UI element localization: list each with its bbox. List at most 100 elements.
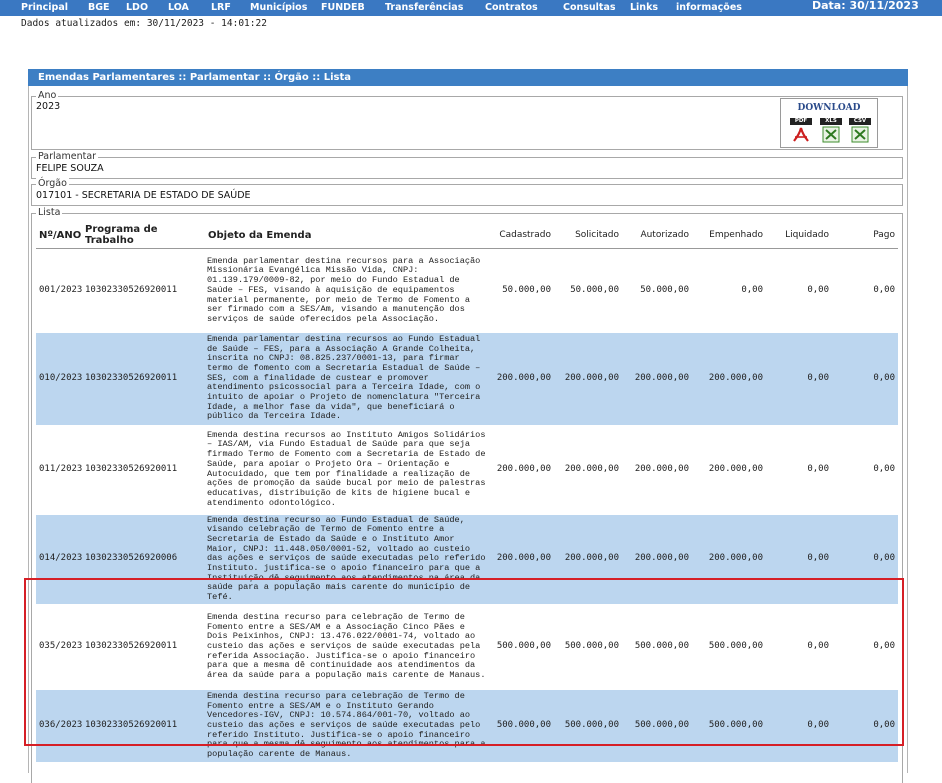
xls-label: XLS bbox=[820, 118, 842, 125]
cell-objeto: Emenda destina recurso para celebração d… bbox=[207, 611, 486, 681]
parlamentar-fieldset: Parlamentar FELIPE SOUZA bbox=[31, 151, 903, 179]
xls-icon bbox=[822, 126, 840, 143]
nav-ldo[interactable]: LDO bbox=[126, 2, 149, 13]
cell-liquidado: 0,00 bbox=[766, 514, 832, 604]
nav-fundeb[interactable]: FUNDEB bbox=[321, 2, 365, 13]
cell-objeto: Emenda parlamentar destina recursos para… bbox=[207, 255, 481, 324]
cell-empenhado: 200.000,00 bbox=[708, 463, 763, 474]
cell-objeto: Emenda destina recurso ao Fundo Estadual… bbox=[205, 514, 492, 604]
cell-empenhado: 500.000,00 bbox=[692, 689, 766, 762]
cell-empenhado: 500.000,00 bbox=[708, 641, 763, 652]
cell-solicitado: 200.000,00 bbox=[554, 514, 622, 604]
cell-liquidado: 0,00 bbox=[766, 332, 832, 425]
table-row[interactable]: 035/2023 10302330526920011 Emenda destin… bbox=[36, 604, 898, 690]
lista-fieldset: Lista bbox=[31, 207, 903, 783]
cell-num: 014/2023 bbox=[36, 514, 82, 604]
cell-objeto: Emenda destina recurso para celebração d… bbox=[205, 689, 492, 762]
lista-legend: Lista bbox=[36, 207, 63, 219]
nav-contratos[interactable]: Contratos bbox=[485, 2, 538, 13]
cell-autorizado: 500.000,00 bbox=[622, 689, 692, 762]
orgao-fieldset: Órgão 017101 - SECRETARIA DE ESTADO DE S… bbox=[31, 178, 903, 206]
orgao-value: 017101 - SECRETARIA DE ESTADO DE SAÚDE bbox=[36, 190, 251, 201]
ano-value: 2023 bbox=[36, 101, 61, 112]
nav-principal[interactable]: Principal bbox=[21, 2, 69, 13]
pdf-label: PDF bbox=[790, 118, 812, 125]
col-header-solicitado[interactable]: Solicitado bbox=[554, 222, 622, 249]
table-row[interactable]: 010/2023 10302330526920011 Emenda parlam… bbox=[36, 332, 898, 425]
cell-programa: 10302330526920011 bbox=[82, 332, 205, 425]
download-title: DOWNLOAD bbox=[797, 103, 861, 113]
nav-lrf[interactable]: LRF bbox=[211, 2, 231, 13]
xls-download-button[interactable]: XLS bbox=[820, 118, 842, 144]
cell-liquidado: 0,00 bbox=[766, 689, 832, 762]
table-header-row: Nº/ANO Programa de Trabalho Objeto da Em… bbox=[36, 222, 898, 249]
pdf-download-button[interactable]: PDF bbox=[790, 118, 812, 144]
cell-pago: 0,00 bbox=[832, 514, 898, 604]
nav-informacoes[interactable]: informações bbox=[676, 2, 742, 13]
cell-programa: 10302330526920011 bbox=[85, 463, 178, 474]
cell-autorizado: 200.000,00 bbox=[622, 332, 692, 425]
cell-empenhado: 200.000,00 bbox=[692, 332, 766, 425]
col-header-empenhado[interactable]: Empenhado bbox=[692, 222, 766, 249]
csv-label: CSV bbox=[849, 118, 871, 125]
cell-pago: 0,00 bbox=[832, 689, 898, 762]
col-header-cadastrado[interactable]: Cadastrado bbox=[492, 222, 554, 249]
cell-cadastrado: 200.000,00 bbox=[492, 514, 554, 604]
col-header-autorizado[interactable]: Autorizado bbox=[622, 222, 692, 249]
cell-objeto: Emenda parlamentar destina recursos ao F… bbox=[205, 332, 492, 425]
cell-objeto: Emenda destina recursos ao Instituto Ami… bbox=[207, 429, 486, 508]
pdf-icon bbox=[793, 127, 809, 142]
csv-icon bbox=[851, 126, 869, 143]
cell-solicitado: 200.000,00 bbox=[554, 332, 622, 425]
orgao-legend: Órgão bbox=[36, 178, 69, 190]
nav-links[interactable]: Links bbox=[630, 2, 659, 13]
cell-num: 010/2023 bbox=[36, 332, 82, 425]
cell-solicitado: 50.000,00 bbox=[570, 284, 619, 295]
ano-legend: Ano bbox=[36, 90, 59, 102]
cell-autorizado: 50.000,00 bbox=[640, 284, 689, 295]
col-header-objeto[interactable]: Objeto da Emenda bbox=[205, 222, 492, 249]
cell-programa: 10302330526920011 bbox=[85, 284, 178, 295]
cell-empenhado: 200.000,00 bbox=[692, 514, 766, 604]
cell-num: 035/2023 bbox=[39, 641, 82, 652]
table-row[interactable]: 011/2023 10302330526920011 Emenda destin… bbox=[36, 425, 898, 515]
nav-consultas[interactable]: Consultas bbox=[563, 2, 616, 13]
nav-transferencias[interactable]: Transferências bbox=[385, 2, 464, 13]
col-header-programa[interactable]: Programa de Trabalho bbox=[82, 222, 205, 249]
cell-programa: 10302330526920011 bbox=[82, 689, 205, 762]
col-header-liquidado[interactable]: Liquidado bbox=[766, 222, 832, 249]
col-header-num-ano[interactable]: Nº/ANO bbox=[36, 222, 82, 249]
cell-cadastrado: 50.000,00 bbox=[502, 284, 551, 295]
cell-solicitado: 200.000,00 bbox=[564, 463, 619, 474]
last-updated: Dados atualizados em: 30/11/2023 - 14:01… bbox=[21, 18, 267, 29]
cell-pago: 0,00 bbox=[873, 463, 895, 474]
cell-cadastrado: 500.000,00 bbox=[496, 641, 551, 652]
cell-pago: 0,00 bbox=[873, 641, 895, 652]
emendas-table: Nº/ANO Programa de Trabalho Objeto da Em… bbox=[36, 222, 898, 762]
cell-pago: 0,00 bbox=[873, 284, 895, 295]
cell-num: 036/2023 bbox=[36, 689, 82, 762]
cell-cadastrado: 200.000,00 bbox=[496, 463, 551, 474]
download-box: DOWNLOAD PDF XLS CSV bbox=[780, 98, 878, 148]
nav-bge[interactable]: BGE bbox=[88, 2, 110, 13]
cell-liquidado: 0,00 bbox=[807, 463, 829, 474]
cell-programa: 10302330526920006 bbox=[82, 514, 205, 604]
top-nav: Principal BGE LDO LOA LRF Municípios FUN… bbox=[0, 0, 942, 16]
panel-title: Emendas Parlamentares :: Parlamentar :: … bbox=[28, 69, 908, 86]
cell-autorizado: 200.000,00 bbox=[634, 463, 689, 474]
table-row[interactable]: 001/2023 10302330526920011 Emenda parlam… bbox=[36, 249, 898, 333]
table-row[interactable]: 014/2023 10302330526920006 Emenda destin… bbox=[36, 514, 898, 604]
nav-loa[interactable]: LOA bbox=[168, 2, 189, 13]
cell-programa: 10302330526920011 bbox=[85, 641, 178, 652]
cell-solicitado: 500.000,00 bbox=[554, 689, 622, 762]
cell-autorizado: 500.000,00 bbox=[634, 641, 689, 652]
table-row[interactable]: 036/2023 10302330526920011 Emenda destin… bbox=[36, 689, 898, 762]
cell-empenhado: 0,00 bbox=[741, 284, 763, 295]
csv-download-button[interactable]: CSV bbox=[849, 118, 871, 144]
cell-solicitado: 500.000,00 bbox=[564, 641, 619, 652]
cell-pago: 0,00 bbox=[832, 332, 898, 425]
nav-municipios[interactable]: Municípios bbox=[250, 2, 308, 13]
col-header-pago[interactable]: Pago bbox=[832, 222, 898, 249]
parlamentar-value: FELIPE SOUZA bbox=[36, 163, 104, 174]
cell-autorizado: 200.000,00 bbox=[622, 514, 692, 604]
